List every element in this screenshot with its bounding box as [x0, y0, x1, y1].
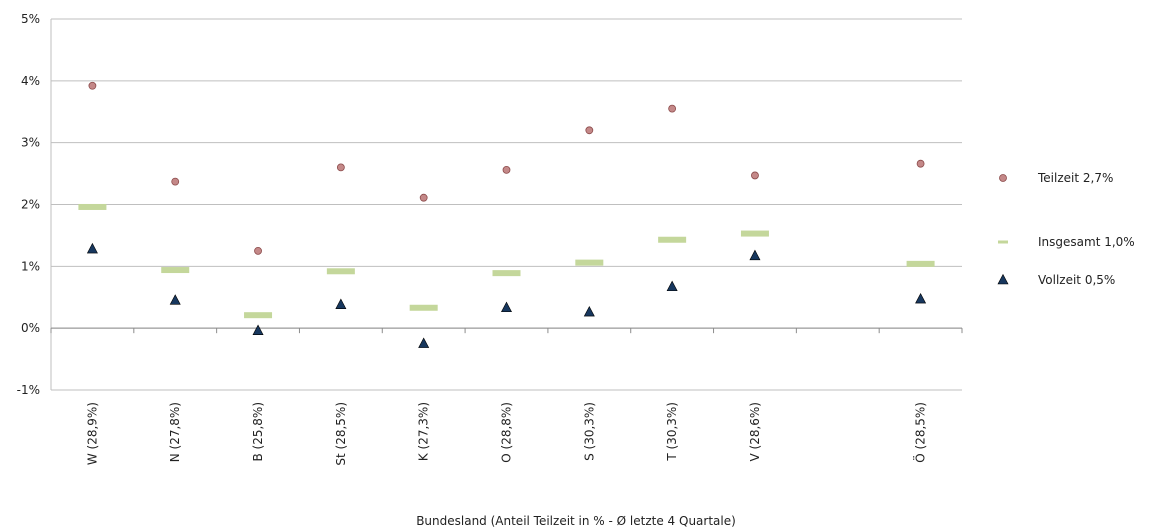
- vollzeit-point: [583, 305, 595, 317]
- teilzeit-point: [502, 165, 511, 174]
- legend-insgesamt-marker: [998, 240, 1008, 244]
- y-tick-label: 2%: [21, 198, 40, 212]
- teilzeit-point: [171, 177, 180, 186]
- x-tick-label: T (30,3%): [665, 402, 679, 462]
- teilzeit-point: [668, 104, 677, 113]
- y-tick-label: 0%: [21, 321, 40, 335]
- teilzeit-point: [585, 126, 594, 135]
- x-tick-label: St (28,5%): [334, 402, 348, 466]
- insgesamt-marker: [575, 259, 604, 266]
- legend-teilzeit-marker: [999, 174, 1007, 182]
- vollzeit-point: [418, 337, 430, 348]
- vollzeit-point: [666, 280, 678, 292]
- x-tick-label: B (25,8%): [251, 402, 265, 462]
- vollzeit-point: [335, 298, 347, 309]
- insgesamt-marker: [658, 236, 687, 243]
- insgesamt-marker: [161, 267, 190, 274]
- vollzeit-point: [169, 294, 181, 305]
- teilzeit-point: [336, 163, 345, 172]
- legend: Teilzeit 2,7% Insgesamt 1,0% Vollzeit 0,5%: [997, 171, 1135, 287]
- x-tick-label: S (30,3%): [582, 402, 596, 461]
- insgesamt-marker: [409, 304, 438, 311]
- vollzeit-point: [501, 301, 512, 313]
- y-tick-label: 1%: [21, 259, 40, 273]
- teilzeit-point: [419, 193, 428, 202]
- legend-vollzeit-marker: [997, 273, 1009, 285]
- legend-label: Insgesamt 1,0%: [1038, 235, 1135, 249]
- y-tick-label: 4%: [21, 74, 40, 88]
- x-tick-label: W (28,9%): [85, 402, 99, 465]
- insgesamt-marker: [740, 230, 769, 237]
- y-tick-label: 5%: [21, 12, 40, 26]
- vollzeit-point: [749, 249, 761, 261]
- insgesamt-marker: [326, 268, 355, 275]
- teilzeit-point: [88, 81, 97, 90]
- vollzeit-point: [86, 242, 98, 254]
- insgesamt-marker: [906, 260, 935, 267]
- x-tick-label: V (28,6%): [748, 402, 762, 462]
- y-axis-ticks: -1% 0% 1% 2% 3% 4% 5%: [17, 12, 40, 397]
- x-tick-label: Ö (28,5%): [912, 402, 928, 463]
- x-axis: W (28,9%) N (27,8%) B (25,8%) St (28,5%) K (…: [50, 327, 963, 466]
- vollzeit-point: [915, 292, 927, 304]
- teilzeit-point: [751, 171, 759, 180]
- y-tick-label: -1%: [17, 383, 40, 397]
- insgesamt-marker: [244, 312, 273, 319]
- y-tick-label: 3%: [21, 136, 40, 150]
- teilzeit-point: [916, 159, 925, 168]
- insgesamt-marker: [78, 203, 107, 210]
- gridlines: [50, 18, 962, 391]
- x-tick-label: K (27,3%): [417, 402, 431, 461]
- data-marks: [78, 81, 935, 348]
- legend-label: Vollzeit 0,5%: [1038, 273, 1115, 287]
- x-tick-label: O (28,8%): [500, 402, 514, 463]
- teilzeit-point: [254, 246, 262, 255]
- vollzeit-point: [252, 324, 264, 335]
- x-axis-label: Bundesland (Anteil Teilzeit in % - Ø let…: [416, 514, 736, 528]
- legend-label: Teilzeit 2,7%: [1037, 171, 1113, 185]
- x-tick-label: N (27,8%): [168, 402, 182, 462]
- insgesamt-marker: [492, 270, 521, 277]
